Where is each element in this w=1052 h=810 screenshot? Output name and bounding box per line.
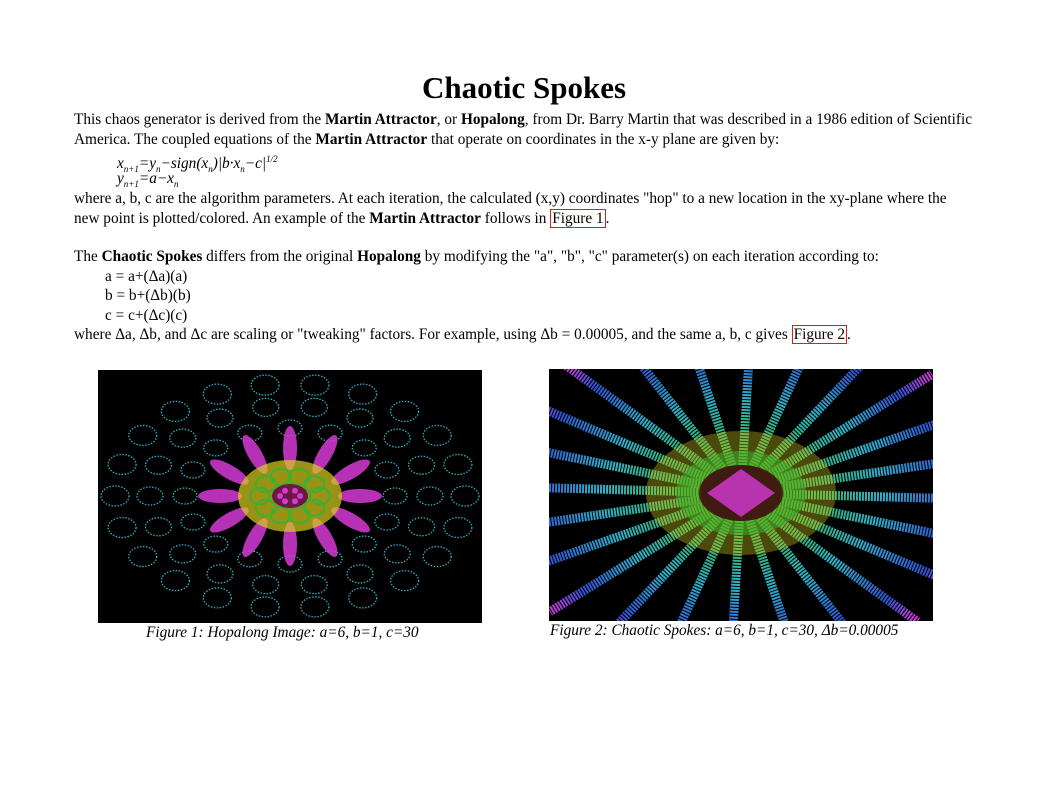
definition-c: c = c+(Δc)(c): [105, 306, 188, 324]
figure-2-image: [549, 369, 933, 621]
equation-x: xn+1=yn−sign(xn)|b·xn−c|1/2: [117, 154, 278, 175]
hopalong-attractor-graphic: [100, 374, 480, 618]
scaling-paragraph: where Δa, Δb, and Δc are scaling or "twe…: [74, 325, 851, 344]
page-title: Chaotic Spokes: [421, 70, 627, 105]
document-body: Chaotic Spokes This chaos generator is d…: [74, 70, 974, 345]
figure-2-caption: Figure 2: Chaotic Spokes: a=6, b=1, c=30…: [550, 622, 899, 639]
figure-1-image: [98, 370, 482, 623]
definition-a: a = a+(Δa)(a): [105, 267, 188, 285]
equation-y: yn+1=a−xn: [117, 170, 179, 190]
spokes-paragraph: The Chaotic Spokes differs from the orig…: [74, 248, 879, 265]
parameter-definitions: a = a+(Δa)(a) b = b+(Δb)(b) c = c+(Δc)(c…: [105, 267, 974, 326]
intro-paragraph: This chaos generator is derived from the…: [74, 111, 973, 148]
chaotic-spokes-graphic: [549, 369, 933, 621]
figure-1-caption: Figure 1: Hopalong Image: a=6, b=1, c=30: [146, 624, 419, 641]
params-paragraph: where a, b, c are the algorithm paramete…: [74, 190, 947, 228]
figure-1-link[interactable]: Figure 1: [550, 208, 606, 228]
figure-2-link[interactable]: Figure 2: [791, 325, 848, 344]
definition-b: b = b+(Δb)(b): [105, 287, 191, 304]
